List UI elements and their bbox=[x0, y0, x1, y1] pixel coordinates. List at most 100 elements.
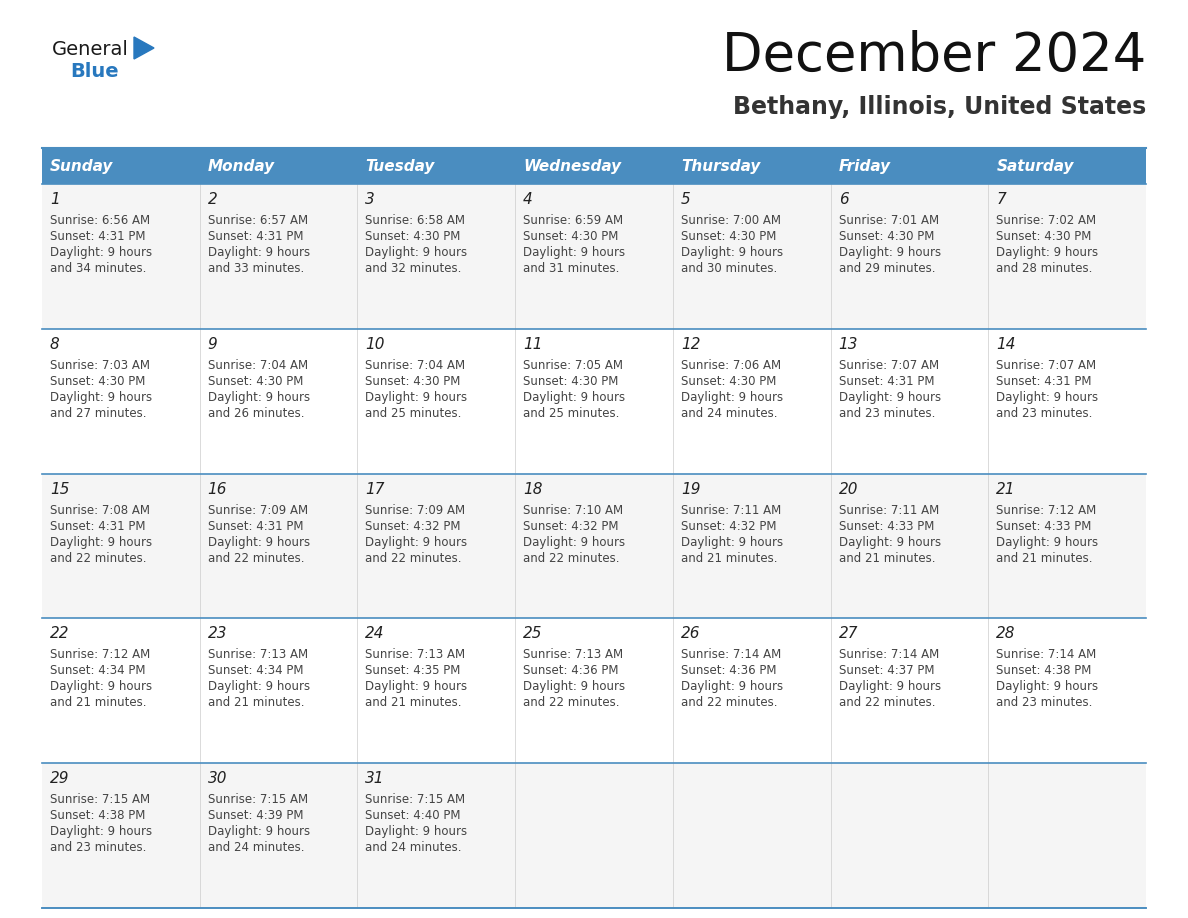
Text: Sunset: 4:38 PM: Sunset: 4:38 PM bbox=[50, 809, 145, 823]
Text: 25: 25 bbox=[523, 626, 543, 642]
Bar bbox=[988, 184, 1146, 329]
Text: Daylight: 9 hours: Daylight: 9 hours bbox=[997, 535, 1099, 549]
Text: and 22 minutes.: and 22 minutes. bbox=[523, 552, 620, 565]
Text: and 33 minutes.: and 33 minutes. bbox=[208, 262, 304, 275]
Text: 31: 31 bbox=[366, 771, 385, 786]
Text: Sunset: 4:31 PM: Sunset: 4:31 PM bbox=[208, 230, 303, 243]
Text: Sunrise: 7:11 AM: Sunrise: 7:11 AM bbox=[681, 504, 781, 517]
Bar bbox=[830, 619, 988, 763]
Text: 19: 19 bbox=[681, 482, 701, 497]
Text: Sunset: 4:31 PM: Sunset: 4:31 PM bbox=[50, 230, 145, 243]
Text: 10: 10 bbox=[366, 337, 385, 352]
Text: Sunset: 4:34 PM: Sunset: 4:34 PM bbox=[208, 665, 303, 677]
Text: and 32 minutes.: and 32 minutes. bbox=[366, 262, 462, 275]
Text: 21: 21 bbox=[997, 482, 1016, 497]
Text: Daylight: 9 hours: Daylight: 9 hours bbox=[681, 246, 783, 259]
Text: Friday: Friday bbox=[839, 159, 891, 174]
Bar bbox=[988, 619, 1146, 763]
Bar bbox=[358, 148, 516, 184]
Text: 2: 2 bbox=[208, 192, 217, 207]
Text: Sunset: 4:37 PM: Sunset: 4:37 PM bbox=[839, 665, 934, 677]
Bar bbox=[42, 619, 200, 763]
Text: 29: 29 bbox=[50, 771, 70, 786]
Text: 15: 15 bbox=[50, 482, 70, 497]
Text: Daylight: 9 hours: Daylight: 9 hours bbox=[50, 680, 152, 693]
Text: Sunrise: 7:03 AM: Sunrise: 7:03 AM bbox=[50, 359, 150, 372]
Text: 5: 5 bbox=[681, 192, 690, 207]
Text: 6: 6 bbox=[839, 192, 848, 207]
Text: Daylight: 9 hours: Daylight: 9 hours bbox=[366, 535, 468, 549]
Text: Daylight: 9 hours: Daylight: 9 hours bbox=[366, 680, 468, 693]
Text: Sunrise: 7:04 AM: Sunrise: 7:04 AM bbox=[366, 359, 466, 372]
Bar bbox=[672, 184, 830, 329]
Text: Sunrise: 6:57 AM: Sunrise: 6:57 AM bbox=[208, 214, 308, 227]
Text: Daylight: 9 hours: Daylight: 9 hours bbox=[681, 535, 783, 549]
Text: 13: 13 bbox=[839, 337, 858, 352]
Text: Sunrise: 6:58 AM: Sunrise: 6:58 AM bbox=[366, 214, 466, 227]
Text: 24: 24 bbox=[366, 626, 385, 642]
Text: Sunrise: 7:07 AM: Sunrise: 7:07 AM bbox=[997, 359, 1097, 372]
Bar bbox=[988, 763, 1146, 908]
Text: Daylight: 9 hours: Daylight: 9 hours bbox=[50, 535, 152, 549]
Text: Sunrise: 7:13 AM: Sunrise: 7:13 AM bbox=[366, 648, 466, 661]
Text: Sunrise: 6:59 AM: Sunrise: 6:59 AM bbox=[523, 214, 624, 227]
Text: Daylight: 9 hours: Daylight: 9 hours bbox=[366, 825, 468, 838]
Text: and 28 minutes.: and 28 minutes. bbox=[997, 262, 1093, 275]
Text: 27: 27 bbox=[839, 626, 858, 642]
Text: and 23 minutes.: and 23 minutes. bbox=[839, 407, 935, 420]
Text: 17: 17 bbox=[366, 482, 385, 497]
Text: Sunset: 4:34 PM: Sunset: 4:34 PM bbox=[50, 665, 145, 677]
Bar bbox=[358, 619, 516, 763]
Text: Sunrise: 7:08 AM: Sunrise: 7:08 AM bbox=[50, 504, 150, 517]
Text: and 25 minutes.: and 25 minutes. bbox=[523, 407, 619, 420]
Text: Sunset: 4:32 PM: Sunset: 4:32 PM bbox=[366, 520, 461, 532]
Text: Sunrise: 7:14 AM: Sunrise: 7:14 AM bbox=[839, 648, 939, 661]
Bar bbox=[358, 474, 516, 619]
Text: Sunset: 4:30 PM: Sunset: 4:30 PM bbox=[997, 230, 1092, 243]
Text: Blue: Blue bbox=[70, 62, 119, 81]
Text: Sunset: 4:30 PM: Sunset: 4:30 PM bbox=[366, 230, 461, 243]
Text: December 2024: December 2024 bbox=[722, 30, 1146, 82]
Text: 1: 1 bbox=[50, 192, 59, 207]
Text: Sunrise: 7:13 AM: Sunrise: 7:13 AM bbox=[523, 648, 624, 661]
Text: Daylight: 9 hours: Daylight: 9 hours bbox=[681, 391, 783, 404]
Text: Sunrise: 7:05 AM: Sunrise: 7:05 AM bbox=[523, 359, 624, 372]
Text: Daylight: 9 hours: Daylight: 9 hours bbox=[50, 391, 152, 404]
Text: Daylight: 9 hours: Daylight: 9 hours bbox=[839, 391, 941, 404]
Text: Daylight: 9 hours: Daylight: 9 hours bbox=[839, 246, 941, 259]
Text: Sunrise: 6:56 AM: Sunrise: 6:56 AM bbox=[50, 214, 150, 227]
Text: Daylight: 9 hours: Daylight: 9 hours bbox=[523, 246, 625, 259]
Text: 11: 11 bbox=[523, 337, 543, 352]
Text: Sunset: 4:30 PM: Sunset: 4:30 PM bbox=[523, 230, 619, 243]
Text: Daylight: 9 hours: Daylight: 9 hours bbox=[366, 391, 468, 404]
Bar bbox=[516, 184, 672, 329]
Bar bbox=[672, 148, 830, 184]
Bar bbox=[200, 184, 358, 329]
Text: 8: 8 bbox=[50, 337, 59, 352]
Bar bbox=[830, 148, 988, 184]
Text: Daylight: 9 hours: Daylight: 9 hours bbox=[50, 246, 152, 259]
Text: and 25 minutes.: and 25 minutes. bbox=[366, 407, 462, 420]
Text: General: General bbox=[52, 40, 128, 59]
Text: and 22 minutes.: and 22 minutes. bbox=[50, 552, 146, 565]
Text: and 22 minutes.: and 22 minutes. bbox=[839, 697, 935, 710]
Bar bbox=[358, 763, 516, 908]
Text: and 24 minutes.: and 24 minutes. bbox=[366, 841, 462, 855]
Bar bbox=[42, 184, 200, 329]
Text: Daylight: 9 hours: Daylight: 9 hours bbox=[208, 391, 310, 404]
Polygon shape bbox=[134, 37, 154, 59]
Text: Sunrise: 7:07 AM: Sunrise: 7:07 AM bbox=[839, 359, 939, 372]
Text: Sunset: 4:30 PM: Sunset: 4:30 PM bbox=[839, 230, 934, 243]
Text: and 24 minutes.: and 24 minutes. bbox=[208, 841, 304, 855]
Text: 16: 16 bbox=[208, 482, 227, 497]
Bar bbox=[672, 763, 830, 908]
Text: Sunrise: 7:15 AM: Sunrise: 7:15 AM bbox=[208, 793, 308, 806]
Text: Daylight: 9 hours: Daylight: 9 hours bbox=[208, 535, 310, 549]
Text: and 24 minutes.: and 24 minutes. bbox=[681, 407, 777, 420]
Bar bbox=[200, 763, 358, 908]
Text: Daylight: 9 hours: Daylight: 9 hours bbox=[997, 680, 1099, 693]
Bar bbox=[42, 148, 200, 184]
Bar bbox=[516, 474, 672, 619]
Text: Sunset: 4:30 PM: Sunset: 4:30 PM bbox=[681, 230, 776, 243]
Text: Sunset: 4:38 PM: Sunset: 4:38 PM bbox=[997, 665, 1092, 677]
